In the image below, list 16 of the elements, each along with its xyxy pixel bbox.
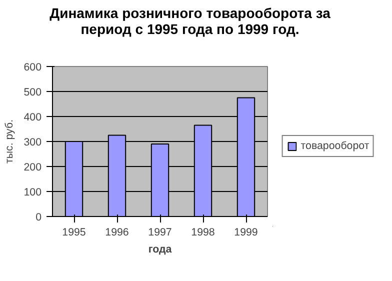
x-tick-label: 1996 <box>105 226 129 238</box>
y-tick-label: 600 <box>24 62 42 74</box>
y-tick-label: 500 <box>24 86 42 98</box>
x-axis-title: года <box>148 244 172 256</box>
legend-label: товарооборот <box>300 140 370 152</box>
y-tick-label: 0 <box>36 212 42 224</box>
y-tick-label: 100 <box>24 186 42 198</box>
y-tick-label: 400 <box>24 112 42 124</box>
y-axis-title: тыс. руб. <box>4 119 16 164</box>
y-tick-label: 200 <box>24 162 42 174</box>
x-tick-label: 1998 <box>191 226 215 238</box>
chart-title: Динамика розничного товарооборота за период с 1995 года по 1999 год. <box>48 5 332 37</box>
x-tick-label: 1995 <box>62 226 86 238</box>
x-tick-label: 1999 <box>234 226 258 238</box>
y-tick-label: 300 <box>24 136 42 148</box>
x-tick-label: 1997 <box>148 226 172 238</box>
